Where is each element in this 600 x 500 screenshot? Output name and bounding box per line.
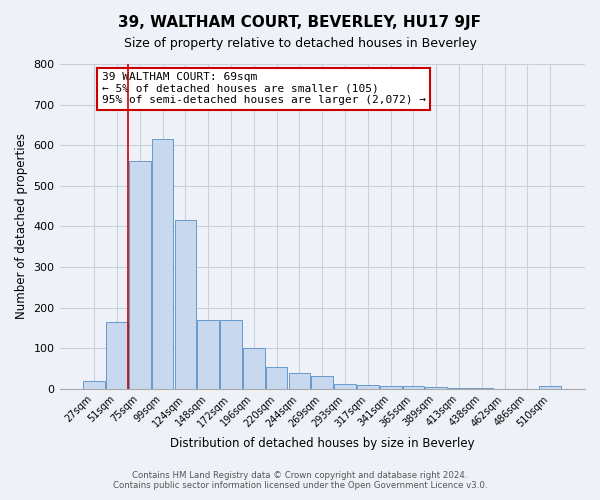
Bar bbox=[539, 386, 561, 389]
Text: 39 WALTHAM COURT: 69sqm
← 5% of detached houses are smaller (105)
95% of semi-de: 39 WALTHAM COURT: 69sqm ← 5% of detached… bbox=[101, 72, 425, 106]
Bar bbox=[152, 139, 173, 389]
Bar bbox=[289, 372, 310, 389]
Bar bbox=[83, 381, 105, 389]
Bar bbox=[471, 388, 493, 389]
Bar bbox=[266, 366, 287, 389]
Bar bbox=[220, 320, 242, 389]
Bar bbox=[129, 162, 151, 389]
X-axis label: Distribution of detached houses by size in Beverley: Distribution of detached houses by size … bbox=[170, 437, 475, 450]
Text: Size of property relative to detached houses in Beverley: Size of property relative to detached ho… bbox=[124, 38, 476, 51]
Bar bbox=[197, 320, 219, 389]
Bar bbox=[334, 384, 356, 389]
Y-axis label: Number of detached properties: Number of detached properties bbox=[15, 134, 28, 320]
Bar bbox=[357, 385, 379, 389]
Bar bbox=[175, 220, 196, 389]
Bar bbox=[448, 388, 470, 389]
Bar bbox=[311, 376, 333, 389]
Bar bbox=[425, 387, 447, 389]
Bar bbox=[403, 386, 424, 389]
Bar bbox=[106, 322, 128, 389]
Bar bbox=[380, 386, 401, 389]
Text: Contains HM Land Registry data © Crown copyright and database right 2024.
Contai: Contains HM Land Registry data © Crown c… bbox=[113, 470, 487, 490]
Text: 39, WALTHAM COURT, BEVERLEY, HU17 9JF: 39, WALTHAM COURT, BEVERLEY, HU17 9JF bbox=[119, 15, 482, 30]
Bar bbox=[243, 348, 265, 389]
